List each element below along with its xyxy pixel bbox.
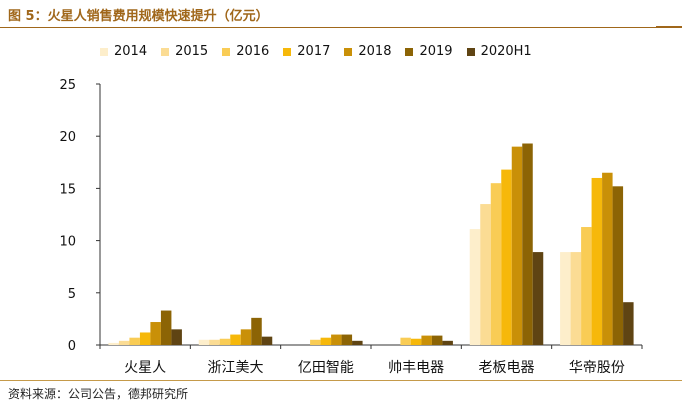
bar — [511, 146, 523, 345]
y-tick-label: 25 — [59, 78, 76, 93]
bar — [532, 252, 544, 345]
bar — [469, 229, 481, 345]
bar — [150, 322, 161, 345]
legend-label: 2020H1 — [480, 44, 532, 59]
x-category-label: 亿田智能 — [298, 360, 354, 376]
bar — [310, 339, 321, 345]
x-category-label: 浙江美大 — [208, 360, 264, 376]
bar — [570, 252, 582, 345]
legend-label: 2017 — [297, 44, 331, 59]
bar — [581, 227, 592, 345]
bar — [209, 339, 220, 345]
legend-label: 2018 — [358, 44, 392, 59]
bar — [118, 340, 130, 345]
title-divider-accent — [656, 26, 682, 28]
legend-item: 2015 — [161, 44, 208, 59]
bar — [501, 169, 512, 345]
bar — [171, 329, 182, 345]
bar — [251, 317, 262, 345]
legend-swatch — [283, 47, 292, 56]
source-note: 资料来源：公司公告，德邦研究所 — [8, 387, 189, 401]
title-divider — [0, 27, 682, 28]
bar-chart: 0 5 10 15 20 25 火星人 浙江美大 亿田智能 帅丰电器 老板电器 华帝股份 — [59, 78, 643, 376]
y-tick-label: 10 — [59, 235, 76, 250]
legend-item: 2019 — [405, 44, 453, 59]
bar — [602, 172, 613, 345]
y-tick-label: 5 — [68, 287, 76, 302]
bar — [139, 332, 151, 345]
y-tick-label: 20 — [59, 130, 76, 145]
legend-label: 2015 — [175, 44, 209, 59]
legend-swatch — [344, 47, 353, 56]
legend-label: 2016 — [236, 44, 270, 59]
legend-label: 2014 — [114, 44, 148, 59]
y-tick-label: 15 — [59, 182, 76, 197]
y-tick-label: 0 — [68, 339, 76, 354]
bar — [480, 204, 491, 345]
legend-item: 2018 — [344, 44, 391, 59]
x-category-label: 老板电器 — [479, 360, 535, 376]
legend-swatch — [222, 47, 231, 56]
bar — [219, 338, 231, 345]
bar — [410, 338, 422, 345]
bar — [352, 340, 363, 345]
legend-swatch — [405, 47, 414, 56]
legend-item: 2014 — [100, 44, 147, 59]
bar — [230, 334, 241, 345]
bar — [591, 177, 603, 345]
bar — [320, 337, 332, 345]
x-category-label: 帅丰电器 — [388, 360, 444, 376]
legend-swatch — [466, 47, 475, 56]
bar — [400, 337, 411, 345]
bar — [623, 302, 634, 345]
bar — [522, 143, 533, 345]
bar — [421, 335, 432, 345]
chart-legend: 2014 2015 2016 2017 2018 2019 2020H1 — [100, 44, 532, 59]
bar — [612, 186, 624, 345]
x-category-label: 华帝股份 — [569, 360, 625, 376]
chart-title: 图 5：火星人销售费用规模快速提升（亿元） — [8, 9, 269, 24]
bar — [240, 329, 252, 345]
legend-item: 2020H1 — [466, 44, 532, 59]
legend-item: 2017 — [283, 44, 330, 59]
bar — [431, 335, 443, 345]
legend-item: 2016 — [222, 44, 269, 59]
bar — [160, 310, 172, 345]
legend-label: 2019 — [419, 44, 453, 59]
bar — [490, 183, 502, 345]
bar — [198, 339, 210, 345]
bar — [129, 337, 140, 345]
legend-swatch — [100, 47, 108, 56]
legend-swatch — [161, 47, 170, 56]
source-divider — [0, 380, 682, 381]
bar — [560, 252, 571, 345]
bar — [331, 334, 342, 345]
x-category-label: 火星人 — [124, 360, 166, 376]
bar — [341, 334, 353, 345]
bar — [108, 342, 119, 345]
bar — [261, 336, 273, 345]
bar — [442, 340, 453, 345]
